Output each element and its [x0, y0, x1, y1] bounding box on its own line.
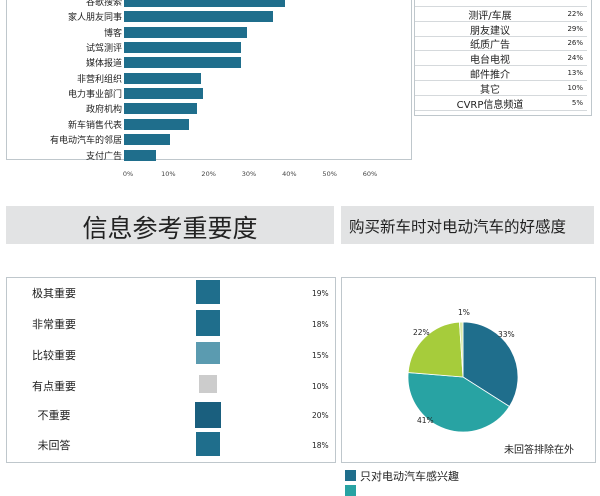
importance-pct-label: 18%: [312, 320, 329, 329]
source-table-panel: [414, 0, 592, 116]
importance-category-label: 比较重要: [32, 349, 76, 362]
source-bar-chart: 谷歌搜索家人朋友同事博客试驾测评媒体报道非营利组织电力事业部门政府机构新车销售代…: [0, 0, 410, 180]
source-bar-label: 试驾测评: [85, 44, 122, 55]
source-xtick-label: 0%: [122, 170, 134, 178]
source-bar-label: 电力事业部门: [67, 90, 122, 101]
importance-pct-label: 19%: [312, 289, 329, 298]
source-table-pct: 24%: [567, 54, 583, 63]
source-table-row: [415, 0, 587, 7]
source-bar-label: 媒体报道: [85, 59, 122, 70]
source-table-name: 纸质广告: [470, 40, 510, 52]
importance-pct-label: 15%: [312, 351, 329, 360]
source-table-row: CVRP信息频道 5%: [415, 96, 587, 111]
pie-slice: [407, 321, 464, 378]
source-bar-label: 谷歌搜索: [85, 0, 122, 8]
importance-category-label: 极其重要: [32, 287, 76, 300]
source-table-name: 测评/车展: [468, 10, 512, 22]
source-bar-label: 支付广告: [85, 151, 122, 162]
pie-note: 未回答排除在外: [504, 445, 574, 456]
source-xtick-label: 60%: [362, 170, 378, 178]
source-xtick-label: 50%: [322, 170, 337, 178]
importance-bar: [196, 342, 220, 364]
pie-slice-label: 1%: [458, 308, 470, 317]
source-table-pct: 26%: [567, 39, 583, 48]
source-bar-chart-panel: [6, 0, 412, 160]
source-xtick-label: 30%: [241, 170, 257, 178]
source-bar-label: 有电动汽车的邻居: [49, 136, 122, 147]
importance-category-label: 不重要: [37, 409, 71, 422]
source-bar: [124, 42, 241, 54]
importance-heading: 信息参考重要度: [82, 214, 258, 243]
favorability-pie-chart: 33% 41% 22% 1%: [407, 308, 519, 433]
importance-bar: [196, 280, 220, 304]
source-table-name: 邮件推介: [470, 70, 510, 81]
source-bar: [124, 11, 274, 23]
pie-slice-label: 33%: [498, 330, 515, 339]
importance-heading-banner: 信息参考重要度: [6, 206, 334, 244]
source-table-name: 其它: [480, 84, 500, 96]
source-table-pct: 29%: [567, 24, 583, 33]
source-bar-label: 家人朋友同事: [67, 13, 122, 24]
source-bar: [124, 118, 189, 130]
source-table-row: 电台电视 24%: [415, 51, 587, 67]
legend-label-1: 只对电动汽车感兴趣: [360, 470, 459, 483]
source-bar: [124, 149, 157, 161]
source-table-name: 电台电视: [470, 55, 510, 67]
source-xtick-label: 10%: [161, 170, 176, 178]
pie-slice: [459, 321, 464, 378]
importance-pct-label: 10%: [312, 382, 329, 391]
source-xtick-label: 40%: [282, 170, 297, 178]
source-table-pct: 5%: [571, 98, 583, 107]
source-bar-label: 非营利组织: [76, 74, 122, 85]
legend-swatch-1: [345, 470, 356, 481]
source-bar: [124, 134, 171, 146]
favorability-heading: 购买新车时对电动汽车的好感度: [349, 218, 567, 236]
importance-panel: [6, 277, 336, 463]
importance-bar: [196, 310, 220, 336]
importance-category-label: 未回答: [37, 439, 71, 452]
importance-bar: [195, 402, 221, 428]
source-table-pct: 22%: [567, 9, 583, 18]
source-xtick-label: 20%: [201, 170, 216, 178]
pie-slice-label: 22%: [413, 328, 430, 337]
source-bar-label: 政府机构: [85, 105, 122, 116]
pie-slice-label: 41%: [417, 416, 434, 425]
source-table-pct: 13%: [567, 69, 583, 77]
source-bar: [124, 72, 201, 84]
source-bar: [124, 57, 241, 69]
source-bar: [124, 0, 286, 7]
source-bar: [124, 26, 248, 38]
importance-category-label: 非常重要: [32, 318, 76, 331]
source-table-name: 朋友建议: [470, 25, 510, 37]
source-bar: [124, 88, 203, 100]
source-table-row: 其它 10%: [415, 81, 587, 96]
source-table-pct: 10%: [567, 83, 583, 92]
source-table-row: 朋友建议 29%: [415, 22, 587, 37]
source-table-name: CVRP信息频道: [456, 99, 524, 111]
source-table-row: 测评/车展 22%: [415, 7, 587, 22]
favorability-heading-banner: 购买新车时对电动汽车的好感度: [341, 206, 594, 244]
source-bar-label: 新车销售代表: [67, 120, 122, 131]
source-table-row: 纸质广告 26%: [415, 36, 587, 52]
source-bar-label: 博客: [103, 28, 122, 39]
source-table-row: 邮件推介 13%: [415, 66, 587, 81]
importance-pct-label: 18%: [312, 441, 329, 450]
importance-pct-label: 20%: [312, 411, 329, 420]
importance-bar: [199, 375, 217, 393]
legend-swatch-2: [345, 485, 356, 496]
importance-category-label: 有点重要: [32, 380, 76, 393]
importance-bar: [196, 432, 220, 456]
source-bar: [124, 103, 197, 115]
pie-slice: [407, 372, 510, 433]
